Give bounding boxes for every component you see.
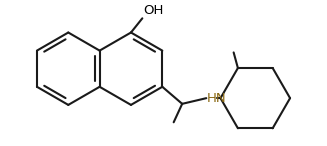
- Text: HN: HN: [207, 92, 227, 105]
- Text: OH: OH: [143, 4, 164, 17]
